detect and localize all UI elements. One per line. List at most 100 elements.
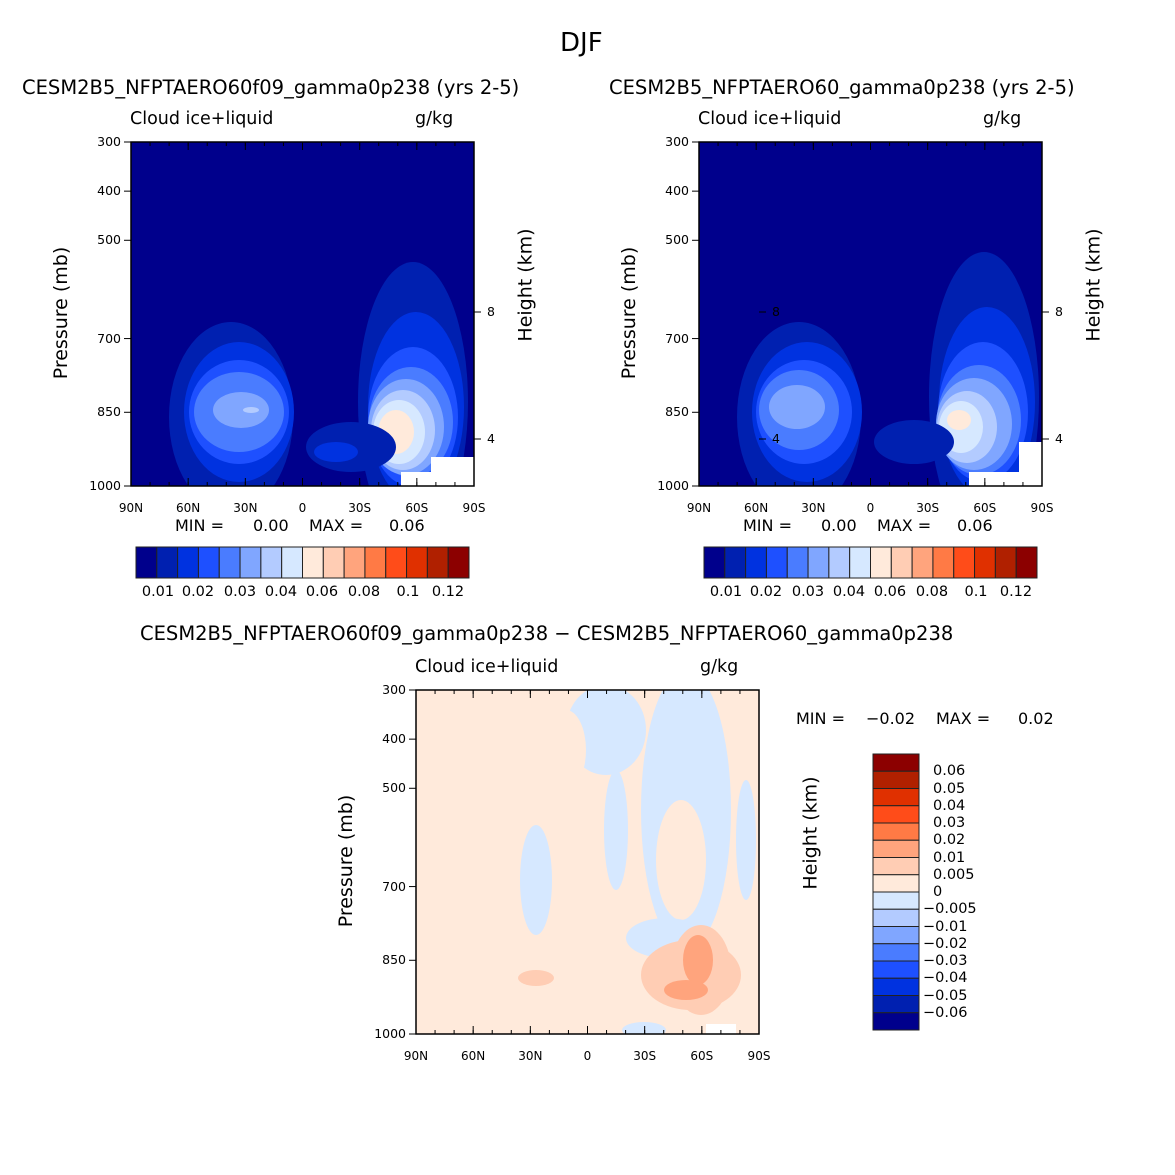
x-tick-label: 30N bbox=[518, 1049, 543, 1063]
colorbar-swatch bbox=[870, 546, 892, 579]
colorbar-swatch bbox=[218, 546, 241, 579]
colorbar-swatch bbox=[872, 960, 920, 979]
x-tick-label: 30S bbox=[348, 501, 372, 515]
contour-fill-level-10 bbox=[664, 980, 708, 1000]
max-value: 0.02 bbox=[1018, 709, 1054, 728]
suptitle: DJF bbox=[560, 28, 603, 58]
x-tick-label: 0 bbox=[866, 501, 875, 515]
colorbar-swatch bbox=[239, 546, 262, 579]
colorbar-label: 0.06 bbox=[305, 584, 339, 600]
colorbar-label: 0 bbox=[933, 884, 943, 900]
colorbar-swatch bbox=[197, 546, 220, 579]
colorbar-label: 0.005 bbox=[933, 866, 975, 883]
y-tick-label: 1000 bbox=[89, 478, 121, 493]
contour-fill-level-7 bbox=[604, 770, 628, 890]
x-tick-label: 60S bbox=[405, 501, 429, 515]
contour-fill-level-7 bbox=[622, 1022, 666, 1034]
x-tick-label: 30S bbox=[633, 1049, 657, 1063]
min-value: 0.00 bbox=[821, 516, 857, 535]
colorbar-swatch bbox=[828, 546, 851, 579]
colorbar-label: 0.1 bbox=[964, 584, 988, 600]
colorbar-label: 0.06 bbox=[933, 763, 966, 780]
colorbar-swatch bbox=[994, 546, 1017, 579]
y-tick-label: 300 bbox=[665, 134, 689, 149]
colorbar-swatch bbox=[322, 546, 345, 579]
plot-2 bbox=[692, 141, 1049, 487]
colorbar-swatch bbox=[177, 546, 199, 579]
y-tick-label: 400 bbox=[97, 183, 121, 199]
units-label: g/kg bbox=[415, 109, 454, 129]
x-tick-label: 30N bbox=[233, 501, 258, 515]
colorbar-label: 0.04 bbox=[264, 584, 298, 600]
contour-fill-level-1 bbox=[874, 420, 954, 464]
colorbar-swatch bbox=[953, 546, 976, 579]
plot-title: CESM2B5_NFPTAERO60_gamma0p238 (yrs 2-5) bbox=[609, 76, 1075, 99]
colorbar-swatch bbox=[343, 546, 366, 579]
min-value: 0.00 bbox=[253, 516, 289, 535]
x-tick-label: 30N bbox=[801, 501, 826, 515]
contour-fill-level-10 bbox=[683, 935, 713, 985]
y-tick-label: 300 bbox=[97, 134, 121, 149]
colorbar-swatch bbox=[872, 1012, 920, 1031]
colorbar-swatch bbox=[447, 546, 470, 579]
x-tick-label: 30S bbox=[916, 501, 940, 515]
colorbar-swatch bbox=[135, 546, 158, 579]
left-label: Cloud ice+liquid bbox=[415, 657, 559, 677]
contour-fill-level-7 bbox=[736, 780, 756, 900]
missing-data-region bbox=[706, 1024, 736, 1034]
colorbar-swatch bbox=[406, 546, 428, 579]
colorbar-swatch bbox=[786, 546, 809, 579]
colorbar-label: −0.01 bbox=[923, 918, 968, 935]
colorbar-swatch bbox=[281, 546, 303, 579]
plot-1 bbox=[124, 141, 481, 487]
x-tick-label: 90S bbox=[462, 501, 486, 515]
y2-tick-label: 4 bbox=[772, 431, 780, 446]
missing-data-region bbox=[401, 472, 474, 486]
colorbar-label: −0.005 bbox=[923, 901, 977, 918]
x-tick-label: 60S bbox=[973, 501, 997, 515]
colorbar-label: 0.04 bbox=[933, 797, 966, 814]
y-axis-label: Pressure (mb) bbox=[50, 246, 72, 380]
colorbar-swatch bbox=[849, 546, 871, 579]
y2-tick-label: 8 bbox=[487, 304, 495, 319]
x-tick-label: 90S bbox=[747, 1049, 771, 1063]
colorbar-label: 0.03 bbox=[791, 584, 825, 600]
x-tick-label: 60N bbox=[744, 501, 769, 515]
x-tick-label: 0 bbox=[298, 501, 307, 515]
y-tick-label: 500 bbox=[665, 232, 689, 248]
plot-title: CESM2B5_NFPTAERO60f09_gamma0p238 (yrs 2-… bbox=[22, 76, 520, 99]
y2-tick-label: 8 bbox=[772, 304, 780, 319]
min-value: −0.02 bbox=[866, 709, 916, 728]
colorbar-swatch bbox=[890, 546, 913, 579]
y-axis-label: Pressure (mb) bbox=[618, 246, 640, 380]
y-tick-label: 400 bbox=[382, 731, 406, 747]
x-tick-label: 60N bbox=[176, 501, 201, 515]
colorbar-swatch bbox=[911, 546, 934, 579]
colorbar-swatch bbox=[385, 546, 408, 579]
colorbar-swatch bbox=[872, 874, 920, 893]
contour-fill-level-7 bbox=[566, 690, 646, 775]
y-tick-label: 850 bbox=[665, 404, 689, 420]
colorbar-label: 0.1 bbox=[396, 584, 420, 600]
colorbar-label: 0.02 bbox=[181, 584, 215, 600]
colorbar-swatch bbox=[872, 926, 920, 945]
colorbar-label: −0.03 bbox=[923, 953, 968, 969]
colorbar-swatch bbox=[745, 546, 767, 579]
max-label: MAX = bbox=[936, 709, 991, 728]
colorbar-swatch bbox=[872, 822, 920, 841]
units-label: g/kg bbox=[983, 109, 1022, 129]
y-tick-label: 400 bbox=[665, 183, 689, 199]
colorbar-swatch bbox=[872, 857, 920, 876]
contour-fill-level-5 bbox=[213, 392, 269, 428]
plot-title: CESM2B5_NFPTAERO60f09_gamma0p238 − CESM2… bbox=[140, 622, 954, 645]
colorbar-label: 0.02 bbox=[749, 584, 783, 600]
y-tick-label: 700 bbox=[665, 330, 689, 346]
colorbar-swatch bbox=[872, 995, 920, 1014]
x-tick-label: 90N bbox=[403, 1049, 429, 1063]
colorbar-swatch bbox=[765, 546, 788, 579]
left-label: Cloud ice+liquid bbox=[130, 109, 274, 129]
max-label: MAX = bbox=[877, 516, 932, 535]
colorbar-label: −0.02 bbox=[923, 935, 968, 952]
colorbar-swatch bbox=[872, 753, 920, 772]
